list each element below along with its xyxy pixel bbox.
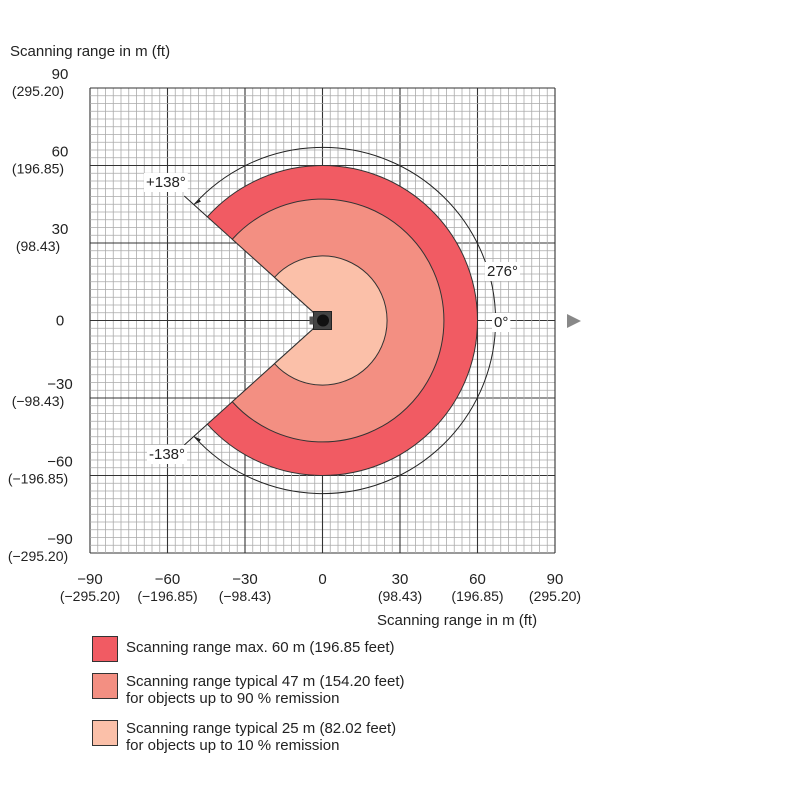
y-axis-title: Scanning range in m (ft) [10,43,170,60]
x-tick-label: 0 [318,571,326,588]
angle-label-total-bg [485,262,521,281]
x-tick-label: 60 [469,571,486,588]
angle-label-total: 276° [487,263,518,280]
sensor-lens [317,314,329,327]
y-tick-label-ft: (98.43) [16,238,60,254]
arc-arrowhead [193,436,201,443]
x-tick-label-ft: (295.20) [529,588,581,604]
y-tick-label: −60 [47,454,72,471]
x-tick-label-ft: (98.43) [378,588,422,604]
x-tick-label: 90 [547,571,564,588]
y-tick-label: 30 [52,221,69,238]
y-tick-label: 60 [52,144,69,161]
x-tick-label: −90 [77,571,102,588]
y-tick-label-ft: (196.85) [12,161,64,177]
angle-limit-line [183,423,208,446]
y-tick-label: 0 [56,313,64,330]
y-tick-label-ft: (295.20) [12,83,64,99]
x-tick-label-ft: (196.85) [451,588,503,604]
y-tick-label-ft: (−295.20) [8,548,68,564]
angle-label-plus: +138° [146,174,186,191]
legend-item: Scanning range max. 60 m (196.85 feet) [92,636,395,662]
legend-label: Scanning range typical 47 m (154.20 feet… [126,673,405,707]
x-tick-label: −60 [155,571,180,588]
legend-label: Scanning range typical 25 m (82.02 feet)… [126,720,397,754]
legend-swatch [92,720,118,746]
angle-label-plus-bg [144,173,188,192]
angle-limit-line [183,195,208,218]
direction-arrow-icon [567,314,581,328]
angle-label-minus: -138° [149,446,185,463]
y-tick-label-ft: (−196.85) [8,471,68,487]
angle-label-zero-bg [492,313,511,332]
x-tick-label-ft: (−98.43) [219,588,272,604]
y-tick-label: −30 [47,376,72,393]
x-tick-label-ft: (−295.20) [60,588,120,604]
sensor-connector [309,316,314,325]
x-tick-label: −30 [232,571,257,588]
x-tick-label-ft: (−196.85) [137,588,197,604]
x-axis-title: Scanning range in m (ft) [377,612,537,629]
legend-label: Scanning range max. 60 m (196.85 feet) [126,639,395,656]
x-tick-label: 30 [392,571,409,588]
angle-label-zero: 0° [494,314,508,331]
legend-swatch [92,673,118,699]
arc-arrowhead [193,198,201,205]
legend-item: Scanning range typical 47 m (154.20 feet… [92,673,405,707]
legend-item: Scanning range typical 25 m (82.02 feet)… [92,720,396,754]
y-tick-label-ft: (−98.43) [12,393,65,409]
y-tick-label: 90 [52,66,69,83]
legend-swatch [92,636,118,662]
y-tick-label: −90 [47,531,72,548]
angle-label-minus-bg [147,445,188,464]
